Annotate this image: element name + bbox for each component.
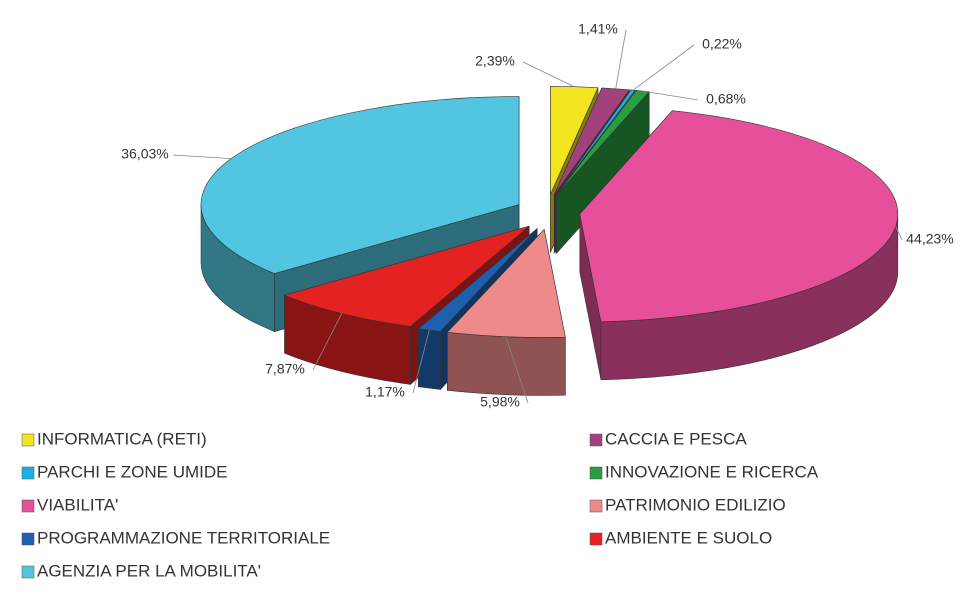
data-label: 2,39% bbox=[475, 53, 515, 69]
slice-top bbox=[553, 87, 630, 195]
legend-swatch bbox=[589, 433, 603, 447]
legend-label: AGENZIA PER LA MOBILITA' bbox=[37, 561, 261, 580]
slice bbox=[579, 109, 899, 381]
legend-swatch bbox=[21, 433, 35, 447]
leader-line bbox=[895, 226, 903, 241]
legend-swatch bbox=[589, 466, 603, 480]
legend-label: PROGRAMMAZIONE TERRITORIALE bbox=[37, 528, 330, 547]
data-label: 7,87% bbox=[265, 361, 305, 377]
slice-top bbox=[446, 228, 566, 338]
slice-top bbox=[283, 225, 530, 327]
leader-line bbox=[522, 61, 575, 88]
data-label: 44,23% bbox=[906, 231, 953, 247]
leader-line bbox=[412, 330, 430, 394]
data-label: 0,68% bbox=[706, 91, 746, 107]
slice-top bbox=[579, 110, 899, 323]
legend-label: INFORMATICA (RETI) bbox=[37, 429, 207, 448]
legend-label: CACCIA E PESCA bbox=[605, 429, 747, 448]
leader-line bbox=[312, 313, 343, 371]
leader-line bbox=[642, 90, 699, 101]
legend-swatch bbox=[589, 532, 603, 546]
legend-label: PATRIMONIO EDILIZIO bbox=[605, 495, 786, 514]
slice-top bbox=[550, 86, 599, 195]
slice-wall bbox=[447, 332, 566, 396]
legend-swatch bbox=[21, 565, 35, 579]
data-label: 1,41% bbox=[578, 21, 618, 37]
leader-line bbox=[505, 336, 529, 404]
legend-label: VIABILITA' bbox=[37, 495, 118, 514]
legend-label: AMBIENTE E SUOLO bbox=[605, 528, 772, 547]
legend-label: INNOVAZIONE E RICERCA bbox=[605, 462, 819, 481]
legend-label: PARCHI E ZONE UMIDE bbox=[37, 462, 227, 481]
data-label: 0,22% bbox=[702, 36, 742, 52]
legend-swatch bbox=[589, 499, 603, 513]
legend-swatch bbox=[21, 466, 35, 480]
legend-swatch bbox=[21, 532, 35, 546]
legend-swatch bbox=[21, 499, 35, 513]
leader-line bbox=[615, 29, 627, 89]
data-label: 1,17% bbox=[365, 384, 405, 400]
slice bbox=[446, 228, 566, 396]
slice-top bbox=[200, 96, 520, 274]
data-label: 36,03% bbox=[121, 146, 168, 162]
data-label: 5,98% bbox=[480, 394, 520, 410]
leader-line bbox=[632, 44, 695, 91]
leader-line bbox=[172, 154, 232, 160]
